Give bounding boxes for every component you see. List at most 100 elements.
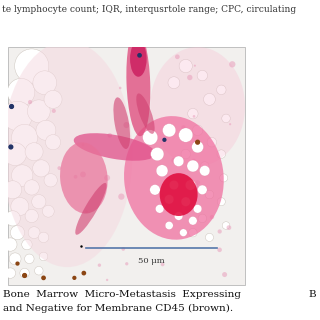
Ellipse shape (136, 93, 155, 134)
Circle shape (12, 165, 33, 186)
Circle shape (188, 108, 198, 119)
Circle shape (10, 226, 25, 240)
Circle shape (125, 262, 128, 265)
Ellipse shape (130, 41, 147, 77)
Circle shape (85, 210, 88, 213)
Circle shape (229, 123, 231, 125)
Circle shape (42, 205, 54, 217)
Circle shape (188, 180, 198, 190)
Circle shape (188, 228, 197, 237)
Text: 50 μm: 50 μm (138, 257, 165, 265)
Circle shape (198, 214, 207, 223)
Bar (8, 47, 245, 285)
Circle shape (23, 274, 27, 277)
Circle shape (181, 197, 190, 206)
Circle shape (222, 222, 230, 229)
Circle shape (160, 194, 164, 198)
Ellipse shape (74, 133, 156, 161)
Circle shape (196, 140, 199, 144)
Circle shape (74, 175, 77, 179)
Circle shape (222, 272, 227, 277)
Circle shape (199, 165, 210, 176)
Circle shape (138, 54, 141, 57)
Circle shape (22, 239, 32, 250)
Circle shape (121, 247, 125, 251)
Circle shape (229, 61, 236, 68)
Circle shape (172, 158, 177, 163)
Ellipse shape (160, 173, 198, 216)
Circle shape (12, 124, 38, 150)
Text: and Negative for Membrane CD45 (brown).: and Negative for Membrane CD45 (brown). (3, 304, 233, 313)
Ellipse shape (126, 29, 150, 136)
Circle shape (4, 238, 17, 251)
Circle shape (33, 160, 50, 177)
Circle shape (3, 101, 32, 131)
Circle shape (156, 165, 168, 177)
Circle shape (124, 122, 130, 128)
Circle shape (218, 229, 222, 234)
Circle shape (80, 172, 86, 177)
Circle shape (28, 100, 50, 123)
Circle shape (118, 194, 124, 200)
Circle shape (175, 54, 180, 59)
Circle shape (165, 221, 173, 229)
Circle shape (11, 197, 29, 215)
Circle shape (163, 124, 176, 137)
Circle shape (200, 162, 209, 170)
Circle shape (15, 49, 49, 83)
Circle shape (222, 114, 230, 123)
Circle shape (108, 133, 112, 138)
Circle shape (36, 120, 56, 140)
Ellipse shape (2, 41, 132, 267)
Circle shape (210, 215, 214, 219)
Circle shape (205, 233, 213, 242)
Circle shape (173, 182, 180, 189)
Circle shape (181, 204, 190, 214)
Circle shape (217, 150, 226, 158)
Circle shape (45, 135, 60, 150)
Circle shape (192, 141, 204, 153)
Circle shape (42, 276, 45, 280)
Circle shape (20, 268, 29, 278)
Circle shape (143, 130, 158, 145)
Circle shape (4, 181, 22, 199)
Circle shape (187, 160, 199, 172)
Text: te lymphocyte count; IQR, interqusrtole range; CPC, circulating: te lymphocyte count; IQR, interqusrtole … (2, 5, 296, 14)
Ellipse shape (60, 142, 108, 213)
Circle shape (98, 263, 101, 267)
Circle shape (192, 125, 203, 136)
Circle shape (193, 204, 202, 213)
Circle shape (192, 159, 196, 163)
Circle shape (185, 180, 196, 190)
Circle shape (188, 216, 197, 225)
Circle shape (28, 227, 40, 239)
Circle shape (16, 262, 19, 265)
Circle shape (179, 60, 192, 73)
Circle shape (174, 212, 183, 220)
Circle shape (207, 138, 217, 147)
Circle shape (52, 109, 56, 113)
Circle shape (173, 156, 184, 166)
Circle shape (169, 180, 179, 190)
Circle shape (194, 65, 196, 67)
Circle shape (197, 70, 208, 81)
Text: B: B (308, 290, 316, 299)
Circle shape (204, 93, 215, 105)
Circle shape (82, 143, 84, 147)
Circle shape (185, 206, 190, 211)
Circle shape (156, 204, 164, 213)
Circle shape (217, 198, 225, 206)
Circle shape (28, 100, 32, 104)
Circle shape (5, 211, 20, 226)
Circle shape (35, 267, 43, 275)
Circle shape (104, 175, 110, 181)
Circle shape (217, 247, 222, 252)
Circle shape (164, 195, 174, 204)
Circle shape (180, 229, 187, 236)
Circle shape (44, 174, 57, 187)
Circle shape (5, 268, 16, 278)
Ellipse shape (150, 47, 245, 166)
Circle shape (25, 254, 34, 264)
Circle shape (44, 90, 62, 108)
Circle shape (9, 253, 21, 265)
